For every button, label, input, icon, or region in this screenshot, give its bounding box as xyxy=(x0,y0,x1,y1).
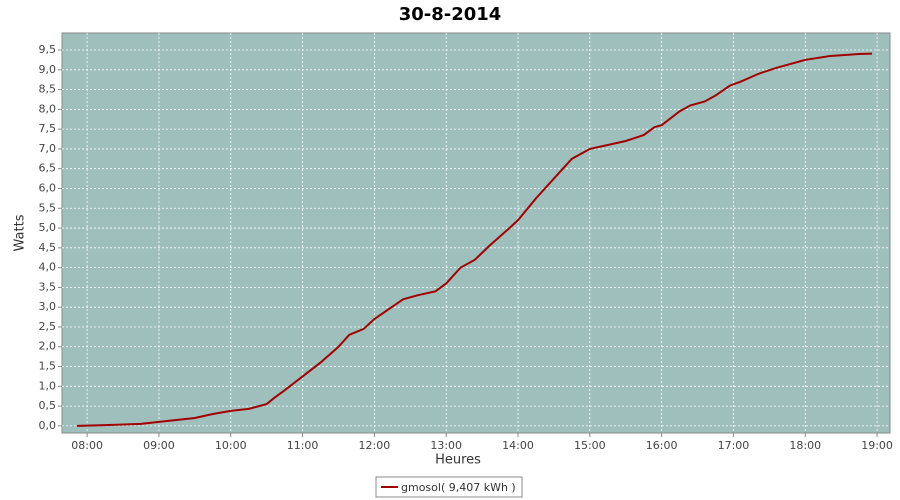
y-tick-label: 2,5 xyxy=(39,320,57,333)
y-tick-label: 9,0 xyxy=(39,63,57,76)
y-tick-label: 6,0 xyxy=(39,181,57,194)
y-tick-label: 8,5 xyxy=(39,83,57,96)
y-tick-label: 4,0 xyxy=(39,261,57,274)
y-tick-label: 1,0 xyxy=(39,379,57,392)
x-tick-label: 18:00 xyxy=(789,439,821,452)
x-tick-label: 08:00 xyxy=(71,439,103,452)
y-tick-label: 9,5 xyxy=(39,43,57,56)
x-axis-label: Heures xyxy=(435,453,481,468)
x-tick-label: 12:00 xyxy=(359,439,391,452)
y-tick-label: 8,0 xyxy=(39,102,57,115)
chart-title: 30-8-2014 xyxy=(399,4,502,25)
x-tick-label: 14:00 xyxy=(502,439,534,452)
x-tick-label: 10:00 xyxy=(215,439,247,452)
x-tick-label: 13:00 xyxy=(430,439,462,452)
y-tick-label: 6,5 xyxy=(39,162,57,175)
x-tick-label: 09:00 xyxy=(143,439,175,452)
plot-area xyxy=(61,32,891,434)
x-tick-label: 15:00 xyxy=(574,439,606,452)
x-tick-label: 17:00 xyxy=(718,439,750,452)
y-tick-label: 3,5 xyxy=(39,280,57,293)
legend-box xyxy=(375,476,523,498)
y-tick-label: 7,0 xyxy=(39,142,57,155)
y-tick-label: 5,0 xyxy=(39,221,57,234)
y-tick-label: 0,5 xyxy=(39,399,57,412)
y-axis-label: Watts xyxy=(13,214,28,251)
legend-label: gmosol( 9,407 kWh ) xyxy=(401,481,516,494)
y-tick-label: 0,0 xyxy=(39,419,57,432)
y-tick-label: 5,5 xyxy=(39,201,57,214)
x-tick-label: 16:00 xyxy=(646,439,678,452)
y-tick-label: 4,5 xyxy=(39,241,57,254)
data-line xyxy=(77,52,873,427)
y-tick-label: 1,5 xyxy=(39,360,57,373)
x-tick-label: 19:00 xyxy=(861,439,893,452)
x-tick-label: 11:00 xyxy=(287,439,319,452)
y-tick-label: 2,0 xyxy=(39,340,57,353)
y-tick-label: 3,0 xyxy=(39,300,57,313)
y-tick-label: 7,5 xyxy=(39,122,57,135)
legend: gmosol( 9,407 kWh ) xyxy=(375,476,523,498)
